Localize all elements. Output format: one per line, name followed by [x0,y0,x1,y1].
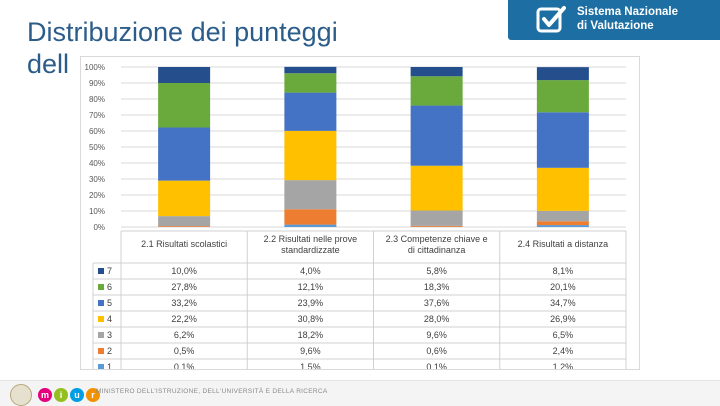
data-label: 5,8% [426,266,447,276]
bar-segment-5 [158,127,210,180]
bar-segment-7 [284,67,336,73]
republic-emblem-icon [10,384,32,406]
bar-segment-7 [158,67,210,83]
category-label: 2.1 Risultati scolastici [141,239,227,249]
bar-segment-4 [158,181,210,217]
data-label: 23,9% [298,298,324,308]
data-label: 6,5% [553,330,574,340]
bar-segment-1 [537,225,589,227]
y-tick-label: 40% [89,159,105,168]
y-tick-label: 80% [89,95,105,104]
data-label: 2,4% [553,346,574,356]
legend-label-1: 1 [107,362,112,369]
legend-label-7: 7 [107,266,112,276]
bar-segment-3 [537,211,589,221]
data-label: 8,1% [553,266,574,276]
bar-segment-3 [158,216,210,226]
data-label: 6,2% [174,330,195,340]
data-label: 4,0% [300,266,321,276]
y-tick-label: 20% [89,191,105,200]
data-label: 0,5% [174,346,195,356]
y-tick-label: 0% [93,223,105,232]
category-label: di cittadinanza [408,245,466,255]
data-label: 9,6% [426,330,447,340]
brand-name: Sistema Nazionale di Valutazione [577,5,678,33]
bar-segment-6 [411,76,463,105]
bar-segment-7 [537,67,589,80]
miur-letter-i: i [54,388,68,402]
data-label: 9,6% [300,346,321,356]
bar-segment-4 [411,166,463,211]
legend-label-6: 6 [107,282,112,292]
brand-banner: Sistema Nazionale di Valutazione [508,0,720,40]
bar-segment-5 [411,106,463,166]
data-label: 0,6% [426,346,447,356]
category-label: standardizzate [281,245,340,255]
bar-segment-4 [537,168,589,211]
legend-swatch-4 [98,316,104,322]
stacked-bar-chart: 0% 10% 20% 30% 40% 50% 60% 70% 80% 90% 100% 2.1 Ris… [81,57,639,369]
bar-segment-6 [537,80,589,112]
legend-swatch-7 [98,268,104,274]
data-label: 1,5% [300,362,321,369]
bar-segment-5 [284,93,336,131]
legend-swatch-3 [98,332,104,338]
legend-swatch-1 [98,364,104,369]
miur-letter-u: u [70,388,84,402]
data-label: 27,8% [171,282,197,292]
bar-segment-6 [284,73,336,92]
data-label: 12,1% [298,282,324,292]
legend-swatch-5 [98,300,104,306]
data-label: 20,1% [550,282,576,292]
bar-segment-3 [411,211,463,226]
y-tick-label: 70% [89,111,105,120]
bar-segment-2 [158,226,210,227]
bar-segment-6 [158,83,210,127]
data-label: 26,9% [550,314,576,324]
y-tick-label: 60% [89,127,105,136]
y-tick-label: 10% [89,207,105,216]
bar-segment-2 [537,221,589,225]
bar-segment-2 [411,226,463,227]
y-tick-label: 50% [89,143,105,152]
chart-figure: 0% 10% 20% 30% 40% 50% 60% 70% 80% 90% 100% 2.1 Ris… [80,56,640,370]
data-label: 37,6% [424,298,450,308]
data-label: 18,3% [424,282,450,292]
data-label: 1,2% [553,362,574,369]
miur-letter-m: m [38,388,52,402]
legend-label-2: 2 [107,346,112,356]
y-tick-label: 30% [89,175,105,184]
legend-label-4: 4 [107,314,112,324]
data-label: 22,2% [171,314,197,324]
ministry-name: MINISTERO DELL'ISTRUZIONE, DELL'UNIVERSI… [96,388,328,395]
bar-segment-7 [411,67,463,76]
y-tick-label: 100% [85,63,105,72]
legend-label-3: 3 [107,330,112,340]
bar-segment-5 [537,112,589,168]
data-label: 33,2% [171,298,197,308]
data-label: 10,0% [171,266,197,276]
bar-segment-4 [284,131,336,180]
data-label: 28,0% [424,314,450,324]
data-label: 0,1% [174,362,195,369]
y-tick-label: 90% [89,79,105,88]
category-label: 2.3 Competenze chiave e [386,234,488,244]
data-label: 30,8% [298,314,324,324]
data-label: 34,7% [550,298,576,308]
bar-segment-2 [284,209,336,224]
legend-label-5: 5 [107,298,112,308]
bar-segment-1 [284,225,336,227]
category-label: 2.2 Risultati nelle prove [264,234,358,244]
data-label: 18,2% [298,330,324,340]
legend-swatch-6 [98,284,104,290]
legend-swatch-2 [98,348,104,354]
checkbox-icon [536,5,566,35]
bar-segment-3 [284,180,336,209]
data-label: 0,1% [426,362,447,369]
category-label: 2.4 Risultati a distanza [518,239,609,249]
